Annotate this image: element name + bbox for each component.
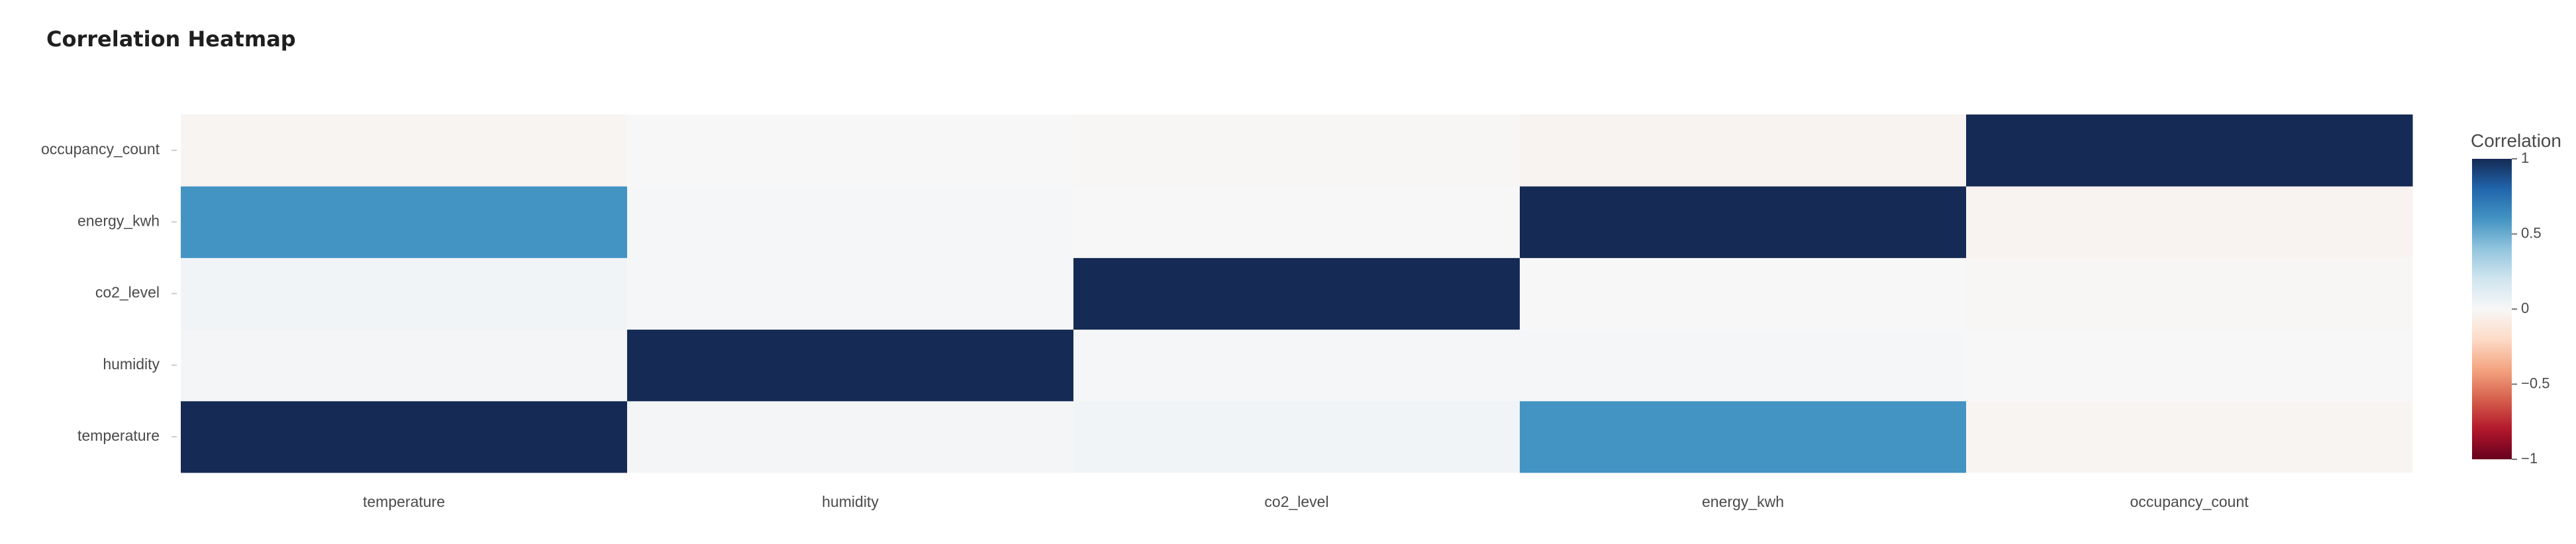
colorbar-tick-label: 0 xyxy=(2521,300,2529,316)
heatmap-cell-occupancy_count-occupancy_count xyxy=(1966,114,2413,187)
x-tick-label-temperature: temperature xyxy=(363,493,445,510)
x-axis-ticks: temperature humidity co2_level energy_kwh oc… xyxy=(363,493,2249,510)
colorbar-tick-label: −0.5 xyxy=(2521,375,2550,391)
colorbar-gradient xyxy=(2472,159,2512,459)
heatmap-cell-co2_level-occupancy_count xyxy=(1966,257,2413,330)
heatmap-cell-humidity-co2_level xyxy=(1073,329,1520,402)
heatmap-cell-temperature-temperature xyxy=(181,400,628,473)
y-axis-ticks: temperature humidity co2_level energy_kwh oc… xyxy=(41,140,177,444)
heatmap-cell-temperature-energy_kwh xyxy=(1520,400,1967,473)
heatmap-cell-temperature-humidity xyxy=(627,400,1074,473)
colorbar-tick-label: 1 xyxy=(2521,150,2529,166)
colorbar-title: Correlation xyxy=(2471,130,2561,151)
chart-title: Correlation Heatmap xyxy=(46,26,296,52)
heatmap-cell-humidity-humidity xyxy=(627,329,1074,402)
heatmap-cell-temperature-occupancy_count xyxy=(1966,400,2413,473)
colorbar-tick-label: 0.5 xyxy=(2521,224,2542,241)
heatmap-cell-occupancy_count-energy_kwh xyxy=(1520,114,1967,187)
heatmap-cell-energy_kwh-temperature xyxy=(181,186,628,258)
heatmap-cell-humidity-temperature xyxy=(181,329,628,402)
heatmap-cell-co2_level-humidity xyxy=(627,257,1074,330)
heatmap-cell-occupancy_count-humidity xyxy=(627,114,1074,187)
colorbar: Correlation 1 0.5 0 −0.5 −1 xyxy=(2471,130,2561,467)
x-tick-label-energy_kwh: energy_kwh xyxy=(1702,493,1784,510)
y-tick-label-co2_level: co2_level xyxy=(95,284,160,301)
heatmap-cell-energy_kwh-co2_level xyxy=(1073,186,1520,258)
colorbar-tick-label: −1 xyxy=(2521,450,2538,467)
y-tick-label-occupancy_count: occupancy_count xyxy=(41,140,160,158)
heatmap-cell-co2_level-temperature xyxy=(181,257,628,330)
heatmap-cell-co2_level-co2_level xyxy=(1073,257,1520,330)
heatmap-cell-temperature-co2_level xyxy=(1073,400,1520,473)
heatmap-cell-co2_level-energy_kwh xyxy=(1520,257,1967,330)
y-tick-label-temperature: temperature xyxy=(77,427,160,444)
heatmap-cell-energy_kwh-energy_kwh xyxy=(1520,186,1967,258)
y-tick-label-energy_kwh: energy_kwh xyxy=(77,212,160,229)
heatmap-cell-occupancy_count-co2_level xyxy=(1073,114,1520,187)
y-tick-label-humidity: humidity xyxy=(103,355,160,373)
heatmap-cells xyxy=(181,114,2413,473)
heatmap-cell-energy_kwh-humidity xyxy=(627,186,1074,258)
x-tick-label-humidity: humidity xyxy=(822,493,879,510)
heatmap-cell-humidity-occupancy_count xyxy=(1966,329,2413,402)
heatmap-cell-humidity-energy_kwh xyxy=(1520,329,1967,402)
x-tick-label-co2_level: co2_level xyxy=(1264,493,1328,510)
heatmap-cell-energy_kwh-occupancy_count xyxy=(1966,186,2413,258)
x-tick-label-occupancy_count: occupancy_count xyxy=(2130,493,2249,510)
heatmap-cell-occupancy_count-temperature xyxy=(181,114,628,187)
